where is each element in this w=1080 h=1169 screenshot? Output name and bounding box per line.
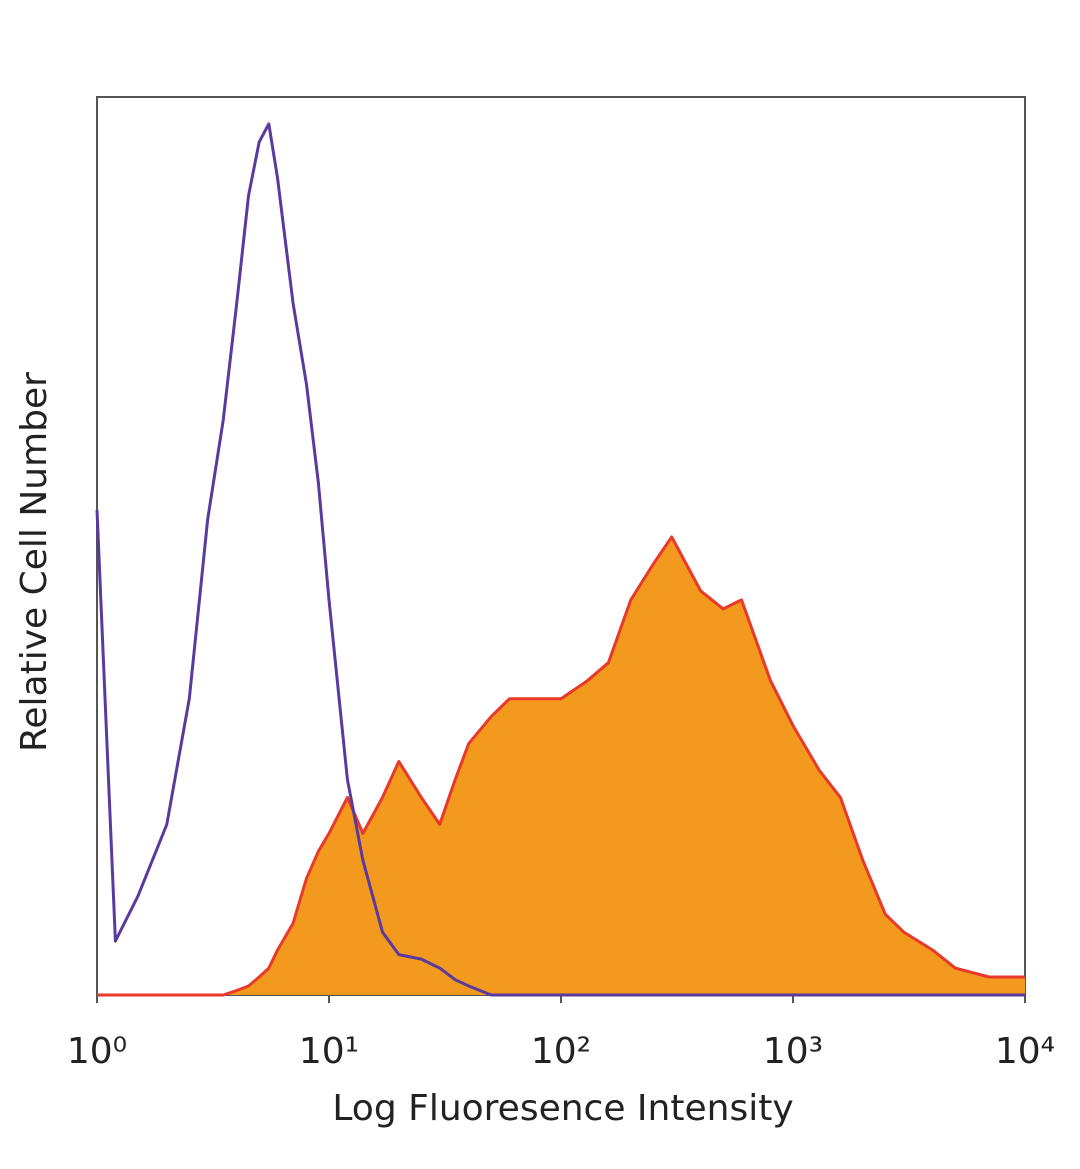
x-tick-label: 10³ [763, 1031, 823, 1072]
x-tick-label: 10⁰ [67, 1031, 127, 1072]
line [95, 122, 1025, 997]
line [97, 535, 1025, 997]
y-axis-title: Relative Cell Number [14, 372, 55, 752]
x-tick-label: 10¹ [299, 1031, 359, 1072]
x-tick-label: 10² [531, 1031, 591, 1072]
x-tick-label: 10⁴ [995, 1031, 1055, 1072]
x-axis-title: Log Fluoresence Intensity [332, 1088, 793, 1129]
area [97, 537, 1025, 995]
